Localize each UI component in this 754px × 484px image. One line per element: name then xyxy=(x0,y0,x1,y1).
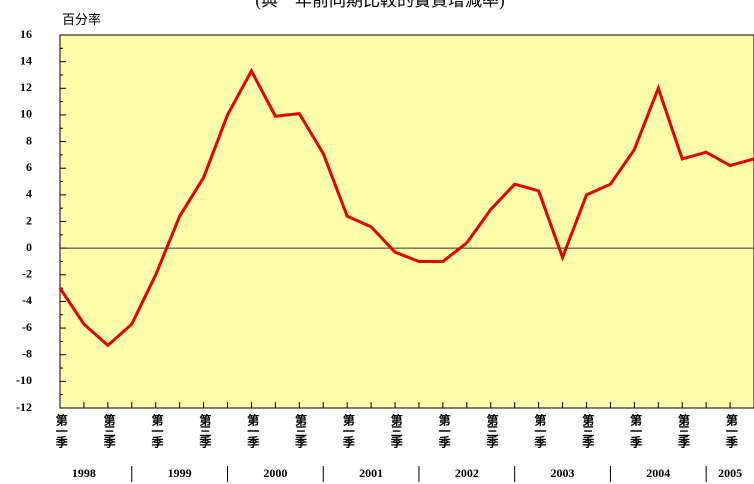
x-tick-label: 第三季 xyxy=(102,413,116,449)
y-tick-label: -4 xyxy=(22,293,32,307)
x-tick-label: 第一季 xyxy=(150,413,164,449)
y-tick-label: -12 xyxy=(16,400,32,414)
x-tick-label: 第一季 xyxy=(246,413,260,449)
y-tick-label: 8 xyxy=(26,133,32,147)
y-tick-label: 14 xyxy=(20,53,32,67)
y-tick-label: -6 xyxy=(22,320,32,334)
plot-area xyxy=(59,34,754,409)
x-tick-label: 第一季 xyxy=(533,413,547,449)
year-label: 2001 xyxy=(359,466,383,480)
y-tick-label: 10 xyxy=(20,107,32,121)
x-tick-label: 第三季 xyxy=(198,413,212,449)
y-tick-label: 4 xyxy=(26,187,32,201)
year-label: 2003 xyxy=(551,466,575,480)
x-tick-label: 第三季 xyxy=(581,413,595,449)
y-tick-label: 12 xyxy=(20,80,32,94)
x-tick-label: 第三季 xyxy=(389,413,403,449)
x-tick-label: 第一季 xyxy=(724,413,738,449)
x-tick-label: 第一季 xyxy=(341,413,355,449)
y-tick-label: 2 xyxy=(26,213,32,227)
chart-title: (與一年前同期比較的實質增減率) xyxy=(255,0,504,10)
y-tick-label: 6 xyxy=(26,160,32,174)
y-tick-label: 0 xyxy=(26,240,32,254)
y-tick-label: 16 xyxy=(20,27,32,41)
year-label: 1999 xyxy=(168,466,192,480)
year-label: 1998 xyxy=(72,466,96,480)
x-tick-label: 第一季 xyxy=(437,413,451,449)
x-tick-label: 第三季 xyxy=(485,413,499,449)
year-label: 2000 xyxy=(263,466,287,480)
y-tick-label: -2 xyxy=(22,267,32,281)
y-tick-label: -10 xyxy=(16,373,32,387)
year-label: 2005 xyxy=(718,466,742,480)
year-label: 2004 xyxy=(646,466,670,480)
x-tick-label: 第一季 xyxy=(629,413,643,449)
y-axis-label: 百分率 xyxy=(62,12,101,27)
data-line xyxy=(58,67,754,348)
x-tick-label: 第三季 xyxy=(294,413,308,449)
x-tick-label: 第一季 xyxy=(54,413,68,449)
year-label: 2002 xyxy=(455,466,479,480)
x-tick-label: 第三季 xyxy=(676,413,690,449)
y-tick-label: -8 xyxy=(22,346,32,360)
